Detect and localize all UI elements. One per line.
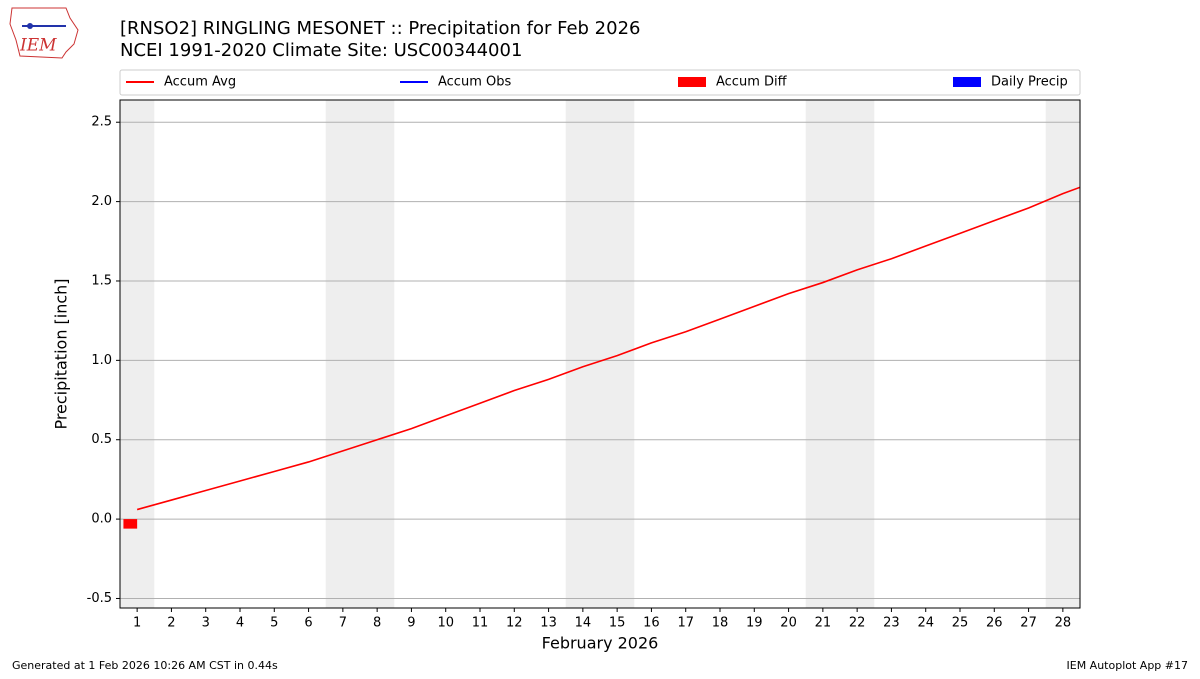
y-tick-label: 2.0 [91, 194, 112, 209]
chart-title: [RNSO2] RINGLING MESONET :: Precipitatio… [120, 18, 641, 39]
y-tick-label: -0.5 [87, 591, 112, 606]
x-tick-label: 6 [304, 616, 312, 631]
legend [119, 69, 1081, 96]
x-tick-label: 19 [746, 616, 763, 631]
weekend-shade [1045, 100, 1080, 608]
x-tick-label: 4 [236, 616, 244, 631]
x-tick-label: 27 [1020, 616, 1037, 631]
x-tick-label: 14 [575, 616, 592, 631]
legend-label: Daily Precip [991, 75, 1068, 90]
x-tick-label: 24 [917, 616, 934, 631]
x-axis-label: February 2026 [542, 634, 659, 653]
y-tick-label: 1.0 [91, 353, 112, 368]
x-tick-label: 28 [1055, 616, 1072, 631]
x-tick-label: 22 [849, 616, 866, 631]
x-tick-label: 23 [883, 616, 900, 631]
x-tick-label: 18 [712, 616, 729, 631]
x-tick-label: 9 [407, 616, 415, 631]
weekend-shade [325, 100, 360, 608]
legend-swatch [678, 77, 706, 87]
weekend-shade [565, 100, 600, 608]
weekend-shade [600, 100, 635, 608]
x-tick-label: 15 [609, 616, 626, 631]
logo-text: IEM [19, 36, 57, 56]
y-tick-label: 0.0 [91, 512, 112, 527]
x-tick-label: 13 [540, 616, 557, 631]
legend-label: Accum Avg [164, 75, 236, 90]
y-tick-label: 2.5 [91, 115, 112, 130]
x-tick-label: 11 [472, 616, 489, 631]
y-axis-label: Precipitation [inch] [52, 278, 71, 429]
footer-left: Generated at 1 Feb 2026 10:26 AM CST in … [12, 659, 278, 672]
line-series [136, 186, 1080, 511]
weekend-shade [805, 100, 840, 608]
weekend-shade [360, 100, 395, 608]
bar [123, 519, 138, 529]
x-tick-label: 16 [643, 616, 660, 631]
x-tick-label: 26 [986, 616, 1003, 631]
x-tick-label: 1 [133, 616, 141, 631]
y-tick-label: 0.5 [91, 432, 112, 447]
legend-label: Accum Obs [438, 75, 511, 90]
x-tick-label: 17 [677, 616, 694, 631]
legend-swatch [953, 77, 981, 87]
plot-frame [119, 99, 1081, 609]
y-tick-label: 1.5 [91, 273, 112, 288]
x-tick-label: 10 [437, 616, 454, 631]
x-tick-label: 12 [506, 616, 523, 631]
x-tick-label: 25 [952, 616, 969, 631]
x-tick-label: 2 [167, 616, 175, 631]
x-tick-label: 3 [202, 616, 210, 631]
x-tick-label: 8 [373, 616, 381, 631]
weekend-shade [840, 100, 875, 608]
footer-right: IEM Autoplot App #17 [1067, 659, 1189, 672]
logo: IEM [9, 7, 79, 59]
chart-subtitle: NCEI 1991-2020 Climate Site: USC00344001 [120, 40, 522, 61]
x-tick-label: 7 [339, 616, 347, 631]
x-tick-label: 5 [270, 616, 278, 631]
x-tick-label: 21 [815, 616, 832, 631]
weekend-shade [120, 100, 155, 608]
x-tick-label: 20 [780, 616, 797, 631]
legend-label: Accum Diff [716, 75, 788, 90]
